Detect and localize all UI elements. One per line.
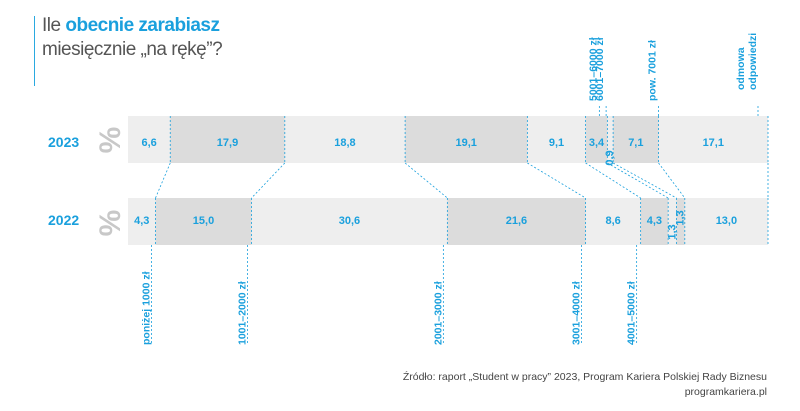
value-label-2022-odmowa-odpowiedzi: 13,0 — [716, 215, 737, 227]
value-label-2023-5001-6000-z: 3,4 — [589, 137, 605, 149]
category-label-4001-5000-z: 4001–5000 zł — [626, 281, 638, 345]
title-accent-line — [34, 16, 35, 86]
bar-segment-2022-pow-7001-z — [676, 198, 685, 245]
chart-title: Ile obecnie zarabiasz miesięcznie „na rę… — [42, 14, 223, 62]
connector-line-8 — [658, 162, 686, 199]
source-line-1: Źródło: raport „Student w pracy” 2023, P… — [402, 371, 767, 383]
value-label-2022-pow-7001-z: 1,3 — [675, 210, 687, 225]
source-url: programkariera.pl — [684, 386, 767, 398]
bar-segment-2023-pow-7001-z — [613, 116, 659, 163]
bar-segment-2023-odmowa-odpowiedzi — [658, 116, 768, 163]
value-label-2022-4001-5000-z: 8,6 — [605, 215, 620, 227]
connector-line-7 — [612, 162, 677, 199]
year-label-2022: 2022 — [48, 212, 79, 228]
bar-segment-2022-poni-ej-1000-z — [128, 198, 156, 245]
value-label-2023-poni-ej-1000-z: 6,6 — [141, 137, 156, 149]
value-label-2023-1001-2000-z: 17,9 — [217, 137, 238, 149]
value-label-2022-1001-2000-z: 15,0 — [193, 215, 214, 227]
bar-segment-2023-4001-5000-z — [527, 116, 586, 163]
year-label-2023: 2023 — [48, 134, 79, 150]
value-label-2023-pow-7001-z: 7,1 — [628, 137, 643, 149]
value-label-2022-2001-3000-z: 30,6 — [339, 215, 360, 227]
percent-glyph-2023: % — [94, 127, 127, 154]
category-label-2001-3000-z: 2001–3000 zł — [432, 281, 444, 345]
value-label-2023-odmowa-odpowiedzi: 17,1 — [703, 137, 724, 149]
category-label-odmowa-odpowiedzi-part-1: odpowiedzi — [747, 33, 759, 90]
category-label-6001-7000-z: 6001–7000 zł — [594, 37, 606, 101]
connector-line-2 — [251, 162, 286, 199]
category-label-poni-ej-1000-z: poniżej 1000 zł — [141, 271, 153, 345]
bar-segment-2022-1001-2000-z — [155, 198, 252, 245]
bar-segment-2022-2001-3000-z — [251, 198, 448, 245]
bar-segment-2023-poni-ej-1000-z — [128, 116, 171, 163]
bar-segment-2022-3001-4000-z — [447, 198, 586, 245]
value-label-2022-poni-ej-1000-z: 4,3 — [134, 215, 149, 227]
title-line-2: miesięcznie „na rękę”? — [42, 39, 223, 60]
value-label-2022-3001-4000-z: 21,6 — [506, 215, 527, 227]
category-label-3001-4000-z: 3001–4000 zł — [571, 281, 583, 345]
connector-line-5 — [585, 162, 641, 199]
source-note: Źródło: raport „Student w pracy” 2023, P… — [403, 370, 767, 400]
value-label-2022-6001-7000-z: 1,3 — [666, 224, 678, 239]
bar-segment-2022-6001-7000-z — [668, 198, 677, 245]
connector-line-1 — [155, 162, 171, 199]
category-label-1001-2000-z: 1001–2000 zł — [237, 281, 249, 345]
category-label-5001-6000-z: 5001–6000 zł — [587, 37, 599, 101]
value-label-2023-4001-5000-z: 9,1 — [549, 137, 564, 149]
percent-glyph-2022: % — [94, 210, 127, 237]
connector-line-6 — [607, 162, 669, 199]
value-label-2022-5001-6000-z: 4,3 — [647, 215, 662, 227]
bar-segment-2023-1001-2000-z — [170, 116, 285, 163]
bar-segment-2023-3001-4000-z — [405, 116, 528, 163]
value-label-2023-6001-7000-z: 0,9 — [604, 150, 616, 165]
value-label-2023-3001-4000-z: 19,1 — [456, 137, 477, 149]
title-highlight: obecnie zarabiasz — [65, 15, 220, 36]
category-label-odmowa-odpowiedzi-part-0: odmowa — [735, 47, 747, 90]
connector-line-4 — [527, 162, 586, 199]
bar-segment-2023-5001-6000-z — [585, 116, 608, 163]
bar-segment-2023-2001-3000-z — [284, 116, 406, 163]
bar-segment-2022-4001-5000-z — [585, 198, 641, 245]
title-line-1: Ile obecnie zarabiasz — [42, 14, 222, 38]
bar-segment-2022-5001-6000-z — [640, 198, 669, 245]
bar-segment-2022-odmowa-odpowiedzi — [684, 198, 768, 245]
title-prefix: Ile — [42, 15, 66, 36]
bar-segment-2023-6001-7000-z — [607, 116, 614, 163]
value-label-2023-2001-3000-z: 18,8 — [334, 137, 355, 149]
category-label-pow-7001-z: pow. 7001 zł — [647, 40, 659, 101]
connector-line-3 — [404, 162, 448, 199]
